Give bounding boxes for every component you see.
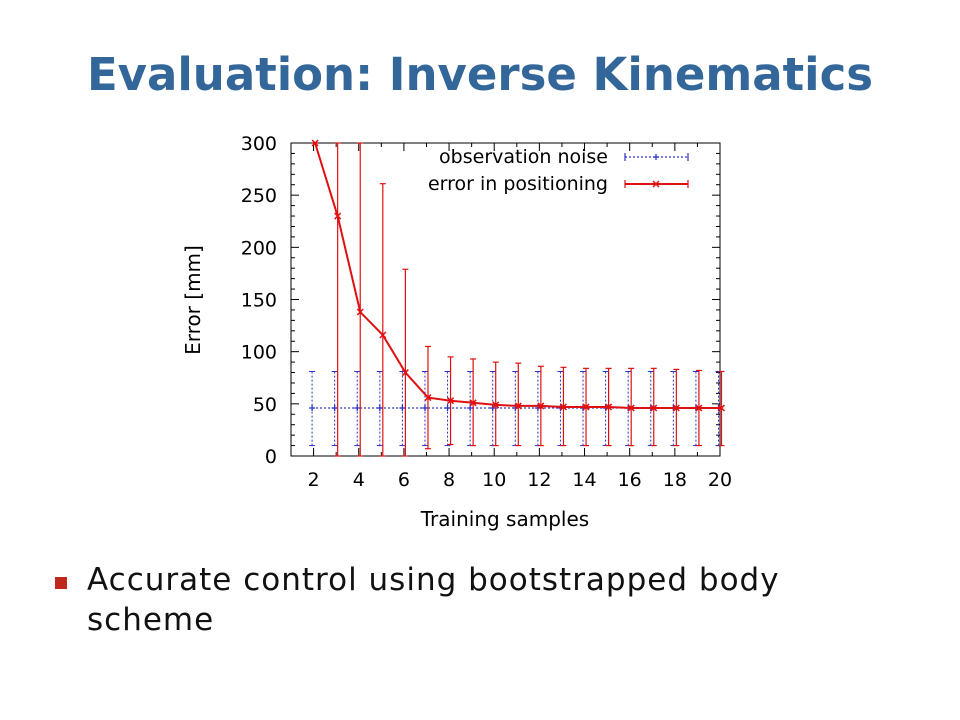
y-tick-label: 100 bbox=[241, 342, 277, 364]
data-point-1 bbox=[379, 331, 387, 339]
data-point-1 bbox=[514, 402, 522, 410]
y-tick-label: 0 bbox=[265, 446, 277, 468]
data-point-1 bbox=[605, 403, 613, 411]
data-point-1 bbox=[672, 404, 680, 412]
y-axis-label: Error [mm] bbox=[181, 245, 205, 355]
y-tick-label: 250 bbox=[241, 185, 277, 207]
data-point-0 bbox=[467, 405, 474, 412]
data-point-1 bbox=[582, 403, 590, 411]
data-point-0 bbox=[331, 405, 338, 412]
data-point-1 bbox=[469, 399, 477, 407]
data-point-1 bbox=[537, 402, 545, 410]
x-tick-label: 6 bbox=[398, 469, 410, 491]
x-tick-label: 14 bbox=[572, 469, 596, 491]
data-point-0 bbox=[421, 405, 428, 412]
data-point-0 bbox=[309, 405, 316, 412]
legend-marker-1 bbox=[652, 180, 660, 188]
x-tick-label: 2 bbox=[308, 469, 320, 491]
legend-marker-0 bbox=[653, 154, 659, 160]
x-tick-label: 20 bbox=[708, 469, 732, 491]
data-point-1 bbox=[311, 139, 319, 147]
data-point-1 bbox=[424, 394, 432, 402]
bullet-marker-icon bbox=[55, 577, 67, 589]
x-tick-label: 12 bbox=[527, 469, 551, 491]
legend-label: error in positioning bbox=[428, 173, 608, 195]
y-tick-label: 200 bbox=[241, 237, 277, 259]
x-tick-label: 18 bbox=[663, 469, 687, 491]
data-point-1 bbox=[559, 403, 567, 411]
data-point-1 bbox=[650, 404, 658, 412]
data-point-0 bbox=[489, 405, 496, 412]
y-tick-label: 50 bbox=[253, 394, 277, 416]
data-point-0 bbox=[399, 405, 406, 412]
x-tick-label: 16 bbox=[618, 469, 642, 491]
data-point-1 bbox=[627, 404, 635, 412]
y-tick-label: 300 bbox=[241, 133, 277, 155]
y-tick-label: 150 bbox=[241, 290, 277, 312]
bullet-item: Accurate control using bootstrapped body… bbox=[87, 562, 780, 638]
data-point-1 bbox=[447, 397, 455, 405]
inverse-kinematics-chart: 0 50 100 150 200 250 300 2 4 6 8 10 12 14 16 18 20 observ… bbox=[181, 133, 732, 531]
data-point-1 bbox=[695, 404, 703, 412]
legend-label: observation noise bbox=[439, 146, 608, 168]
x-tick-label: 10 bbox=[482, 469, 506, 491]
chart-container: 0 50 100 150 200 250 300 2 4 6 8 10 12 14 16 18 20 observ… bbox=[170, 128, 750, 538]
x-tick-label: 4 bbox=[353, 469, 365, 491]
x-axis-label: Training samples bbox=[420, 507, 589, 531]
data-point-0 bbox=[376, 405, 383, 412]
data-point-1 bbox=[401, 369, 409, 377]
data-point-1 bbox=[334, 212, 342, 220]
x-tick-label: 8 bbox=[443, 469, 455, 491]
slide-title: Evaluation: Inverse Kinematics bbox=[86, 48, 874, 101]
data-point-1 bbox=[717, 404, 726, 412]
data-point-1 bbox=[492, 401, 500, 409]
data-point-0 bbox=[444, 405, 451, 412]
data-point-0 bbox=[354, 405, 361, 412]
data-point-1 bbox=[356, 308, 364, 316]
